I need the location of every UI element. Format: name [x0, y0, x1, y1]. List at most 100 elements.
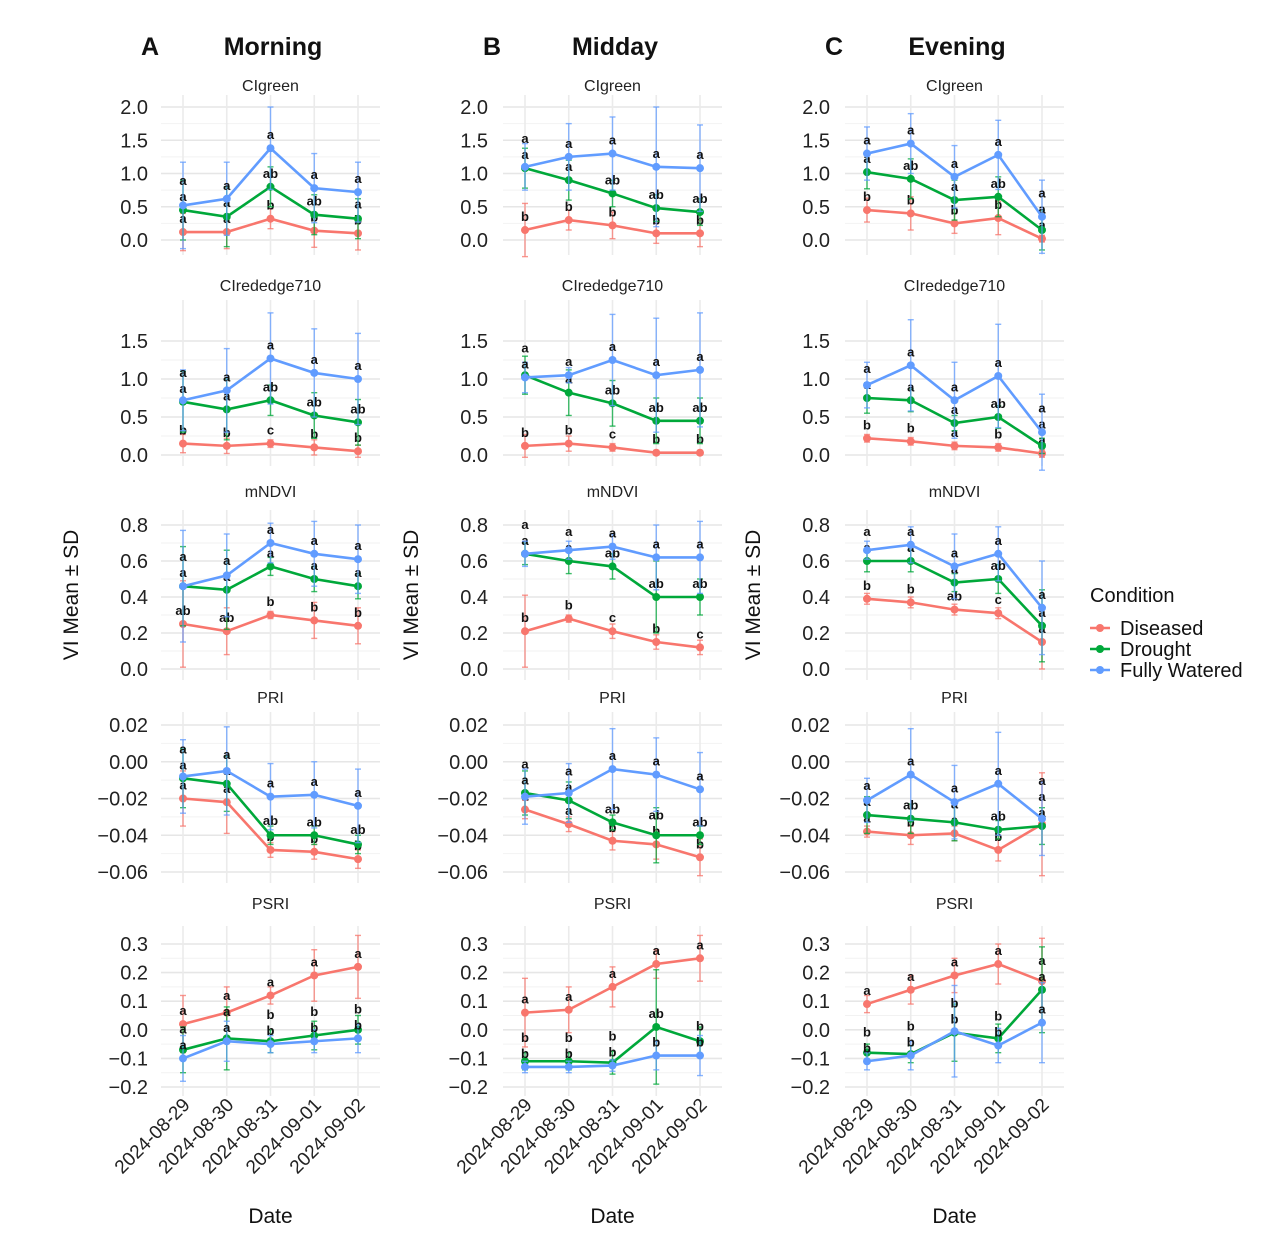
data-point — [179, 1020, 187, 1029]
panel-evening-mndvi: 0.00.20.40.60.8mNDVIbbabcaaaaabaaaaaaVI … — [742, 484, 1064, 681]
y-tick-label: 2.0 — [802, 97, 830, 119]
significance-letter: a — [907, 754, 915, 769]
data-point — [521, 226, 529, 235]
data-point — [266, 354, 275, 363]
data-point — [1038, 603, 1046, 612]
y-tick-label: 0.8 — [460, 515, 488, 537]
series-fully-watered: a a a a a — [179, 106, 362, 250]
panel-title: CIgreen — [242, 78, 299, 95]
data-point — [950, 605, 959, 614]
significance-letter: a — [311, 954, 319, 969]
significance-letter: b — [907, 192, 915, 207]
data-point — [994, 549, 1003, 558]
significance-letter: c — [609, 426, 616, 441]
significance-letter: a — [521, 533, 529, 548]
data-point — [266, 562, 275, 571]
legend-item: Diseased — [1120, 618, 1203, 640]
data-point — [608, 443, 617, 452]
data-point — [652, 448, 661, 457]
data-point — [564, 546, 573, 555]
data-point — [266, 539, 275, 547]
significance-letter: a — [179, 1021, 187, 1036]
y-tick-label: 0.5 — [120, 197, 148, 219]
significance-letter: a — [223, 553, 231, 568]
panel-title: PSRI — [252, 896, 289, 913]
y-tick-label: 0.2 — [460, 623, 488, 645]
data-point — [652, 371, 661, 380]
y-tick-label: 0.0 — [120, 230, 148, 252]
significance-letter: b — [863, 189, 871, 204]
data-point — [994, 960, 1003, 969]
y-tick-label: −0.04 — [437, 825, 488, 847]
significance-letter: b — [565, 1030, 573, 1045]
significance-letter: a — [223, 1020, 231, 1035]
y-tick-label: 0.0 — [460, 659, 488, 681]
series-fully-watered: a a a a a — [863, 727, 1046, 857]
data-point — [310, 971, 319, 980]
legend-title: Condition — [1090, 585, 1175, 607]
significance-letter: a — [267, 522, 275, 537]
significance-letter: c — [696, 626, 703, 641]
significance-letter: b — [696, 1035, 704, 1050]
significance-letter: a — [907, 524, 915, 539]
significance-letter: a — [267, 776, 275, 791]
significance-letter: b — [863, 417, 871, 432]
panel-morning-cigreen: 0.00.51.01.52.0CIgreenaabbbaaababaaaaaa — [120, 78, 380, 255]
significance-letter: a — [311, 352, 319, 367]
series-fully-watered: a a a a a — [863, 524, 1046, 656]
data-point — [354, 855, 362, 864]
panel-title: PRI — [941, 690, 968, 707]
significance-letter: a — [696, 349, 704, 364]
data-point — [696, 954, 704, 963]
y-tick-label: 0.2 — [120, 963, 148, 985]
data-point — [521, 1008, 529, 1017]
panel-evening-cigreen: 0.00.51.01.52.0CIgreenbbbbaaabaabaaaaaa — [802, 78, 1064, 255]
data-point — [310, 1037, 319, 1046]
y-axis-label: VI Mean ± SD — [400, 530, 423, 661]
series-fully-watered: a a a a a — [179, 520, 362, 643]
panel-title: CIrededge710 — [562, 278, 664, 295]
series-diseased: a a a a a — [521, 934, 704, 1048]
significance-letter: a — [565, 989, 573, 1004]
y-tick-label: 0.0 — [460, 230, 488, 252]
significance-letter: b — [521, 610, 529, 625]
significance-letter: a — [951, 780, 959, 795]
significance-letter: a — [521, 517, 529, 532]
data-point — [863, 434, 871, 443]
data-point — [994, 371, 1003, 380]
y-tick-label: 1.5 — [802, 331, 830, 353]
data-point — [906, 770, 915, 779]
significance-letter: a — [354, 171, 362, 186]
panel-title: mNDVI — [587, 484, 639, 501]
data-point — [994, 779, 1003, 788]
y-tick-label: 0.8 — [120, 515, 148, 537]
significance-letter: a — [907, 969, 915, 984]
data-point — [1038, 428, 1046, 437]
significance-letter: a — [951, 379, 959, 394]
y-tick-label: 2.0 — [120, 97, 148, 119]
significance-letter: b — [609, 1029, 617, 1044]
data-point — [266, 439, 275, 448]
significance-letter: a — [179, 365, 187, 380]
data-point — [521, 627, 529, 636]
y-tick-label: 0.2 — [802, 963, 830, 985]
data-point — [521, 1062, 529, 1071]
significance-letter: a — [653, 754, 661, 769]
significance-letter: a — [995, 763, 1003, 778]
significance-letter: b — [354, 1001, 362, 1016]
data-point — [564, 439, 573, 448]
series-fully-watered: a a a a a — [863, 319, 1046, 471]
significance-letter: a — [565, 354, 573, 369]
significance-letter: a — [354, 358, 362, 373]
significance-letter: a — [951, 156, 959, 171]
data-point — [521, 441, 529, 450]
significance-letter: a — [354, 785, 362, 800]
significance-letter: b — [267, 1007, 275, 1022]
significance-letter: a — [1038, 186, 1046, 201]
data-point — [950, 172, 959, 181]
data-point — [354, 555, 362, 564]
x-axis-label: Date — [590, 1205, 634, 1228]
data-point — [179, 582, 187, 591]
significance-letter: ab — [649, 807, 664, 822]
data-point — [564, 1062, 573, 1071]
